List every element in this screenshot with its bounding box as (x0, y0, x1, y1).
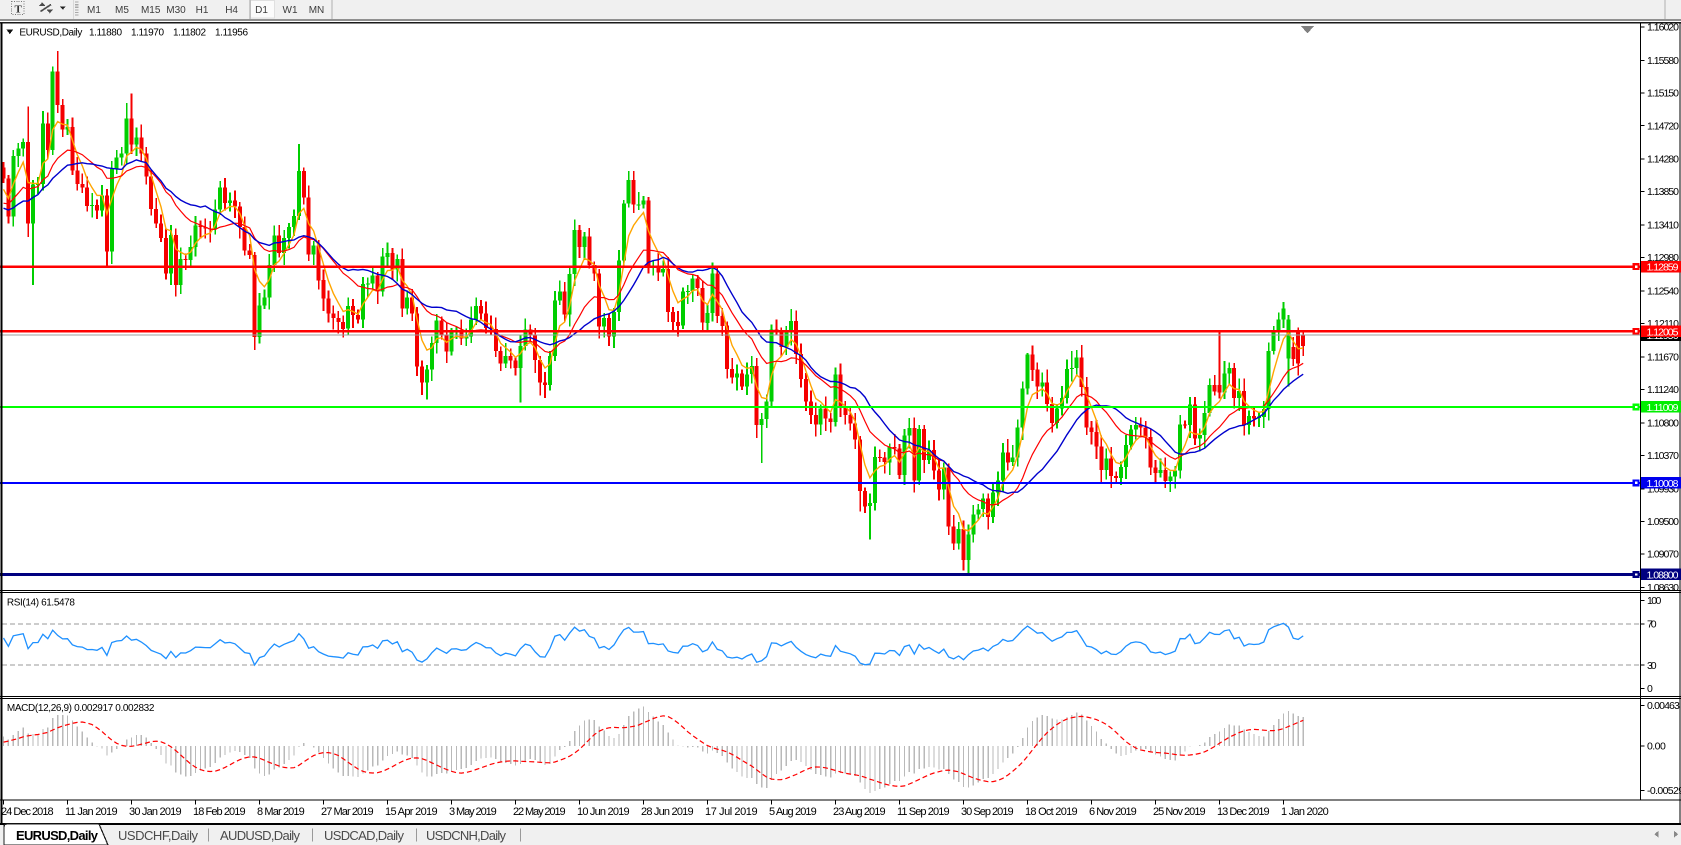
svg-text:H4: H4 (225, 5, 238, 16)
svg-text:11 Sep 2019: 11 Sep 2019 (897, 806, 950, 818)
svg-text:AUDUSD,Daily: AUDUSD,Daily (220, 828, 301, 843)
svg-text:0: 0 (1647, 683, 1653, 695)
svg-text:18 Feb 2019: 18 Feb 2019 (193, 806, 246, 818)
svg-text:USDCNH,Daily: USDCNH,Daily (426, 828, 507, 843)
svg-text:1.10370: 1.10370 (1647, 450, 1679, 462)
svg-text:1.14720: 1.14720 (1647, 120, 1679, 132)
svg-text:1.10008: 1.10008 (1647, 478, 1679, 490)
svg-text:1.08800: 1.08800 (1647, 569, 1679, 581)
svg-text:USDCHF,Daily: USDCHF,Daily (118, 828, 199, 843)
svg-text:D1: D1 (255, 5, 268, 16)
svg-text:-0.005299: -0.005299 (1647, 785, 1681, 797)
svg-text:1.08630: 1.08630 (1647, 582, 1679, 594)
svg-text:1 Jan 2020: 1 Jan 2020 (1281, 806, 1329, 818)
svg-text:8 Mar 2019: 8 Mar 2019 (257, 806, 305, 818)
svg-text:11 Jan 2019: 11 Jan 2019 (65, 806, 118, 818)
svg-text:28 Jun 2019: 28 Jun 2019 (641, 806, 694, 818)
svg-text:23 Aug 2019: 23 Aug 2019 (833, 806, 886, 818)
svg-text:H1: H1 (196, 5, 209, 16)
svg-text:1.12540: 1.12540 (1647, 286, 1679, 298)
svg-text:1.11009: 1.11009 (1647, 402, 1679, 414)
svg-text:30 Sep 2019: 30 Sep 2019 (961, 806, 1014, 818)
svg-text:W1: W1 (283, 5, 298, 16)
svg-text:M1: M1 (87, 5, 101, 16)
svg-text:1.13850: 1.13850 (1647, 186, 1679, 198)
svg-text:MACD(12,26,9) 0.002917 0.00283: MACD(12,26,9) 0.002917 0.002832 (7, 703, 155, 714)
svg-text:25 Nov 2019: 25 Nov 2019 (1153, 806, 1206, 818)
svg-text:1.10800: 1.10800 (1647, 418, 1679, 430)
svg-text:30: 30 (1647, 660, 1657, 672)
svg-text:M5: M5 (115, 5, 129, 16)
svg-text:17 Jul 2019: 17 Jul 2019 (705, 806, 758, 818)
svg-text:10 Jun 2019: 10 Jun 2019 (577, 806, 630, 818)
svg-text:1.11880: 1.11880 (89, 28, 122, 39)
svg-text:RSI(14) 61.5478: RSI(14) 61.5478 (7, 598, 75, 609)
svg-text:USDCAD,Daily: USDCAD,Daily (324, 828, 405, 843)
svg-text:0.00463: 0.00463 (1647, 700, 1680, 712)
svg-text:1.11970: 1.11970 (131, 28, 164, 39)
svg-text:3 May 2019: 3 May 2019 (449, 806, 497, 818)
svg-text:1.12859: 1.12859 (1647, 262, 1679, 274)
svg-text:EURUSD,Daily: EURUSD,Daily (16, 828, 99, 843)
svg-text:24 Dec 2018: 24 Dec 2018 (1, 806, 54, 818)
svg-text:70: 70 (1647, 619, 1657, 631)
svg-text:M15: M15 (141, 5, 161, 16)
svg-text:1.13410: 1.13410 (1647, 220, 1679, 232)
svg-text:6 Nov 2019: 6 Nov 2019 (1089, 806, 1137, 818)
svg-text:30 Jan 2019: 30 Jan 2019 (129, 806, 182, 818)
svg-text:1.11240: 1.11240 (1647, 384, 1679, 396)
svg-text:1.11956: 1.11956 (215, 28, 248, 39)
svg-text:5 Aug 2019: 5 Aug 2019 (769, 806, 817, 818)
svg-text:13 Dec 2019: 13 Dec 2019 (1217, 806, 1270, 818)
svg-text:M30: M30 (166, 5, 186, 16)
svg-text:15 Apr 2019: 15 Apr 2019 (385, 806, 438, 818)
svg-text:100: 100 (1647, 595, 1662, 607)
svg-text:1.15580: 1.15580 (1647, 55, 1679, 67)
svg-text:MN: MN (309, 5, 325, 16)
svg-text:1.12005: 1.12005 (1647, 326, 1679, 338)
svg-text:1.09500: 1.09500 (1647, 516, 1679, 528)
svg-text:EURUSD,Daily: EURUSD,Daily (19, 28, 82, 39)
svg-text:1.14280: 1.14280 (1647, 154, 1679, 166)
svg-text:27 Mar 2019: 27 Mar 2019 (321, 806, 374, 818)
svg-text:1.09070: 1.09070 (1647, 549, 1679, 561)
svg-text:18 Oct 2019: 18 Oct 2019 (1025, 806, 1078, 818)
svg-text:1.11670: 1.11670 (1647, 352, 1679, 364)
svg-text:22 May 2019: 22 May 2019 (513, 806, 566, 818)
svg-text:1.15150: 1.15150 (1647, 88, 1679, 100)
svg-text:1.16020: 1.16020 (1647, 22, 1679, 34)
svg-text:0.00: 0.00 (1647, 741, 1666, 753)
svg-text:1.11802: 1.11802 (173, 28, 206, 39)
svg-text:T: T (15, 4, 23, 16)
